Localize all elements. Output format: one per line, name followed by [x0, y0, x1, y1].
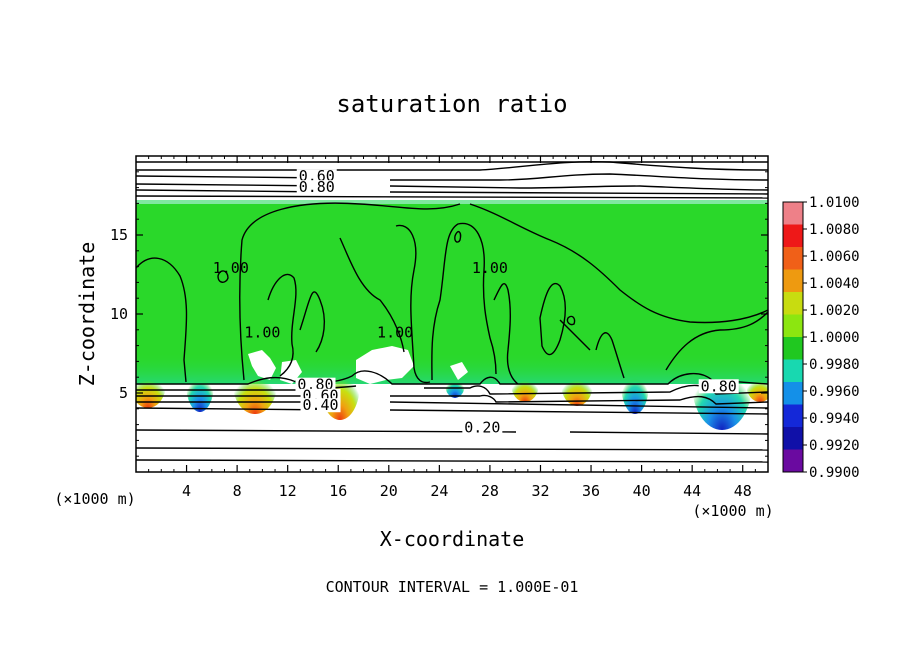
y-tick-label: 5	[119, 384, 128, 402]
x-tick-label: 8	[233, 482, 242, 500]
y-tick-label: 10	[110, 305, 128, 323]
x-axis: 4 8 12 16 20 24 28 32 36 40 44 48	[148, 156, 756, 500]
x-tick-label: 24	[430, 482, 448, 500]
y-axis: 5 10 15	[110, 171, 768, 457]
x-tick-label: 28	[481, 482, 499, 500]
plot-area: 0.600.801.001.00 1.001.000.800.600.400.20…	[136, 156, 768, 472]
contour-label-bg	[698, 379, 739, 394]
x-tick-label: 44	[683, 482, 701, 500]
colorbar-label: 0.9980	[809, 357, 860, 373]
x-unit-left: (×1000 m)	[54, 490, 135, 508]
contour-label: 1.00	[213, 259, 249, 277]
contour-label: 1.00	[377, 324, 413, 342]
contour-label: 0.40	[302, 396, 338, 414]
colorbar: 1.0100 1.0080 1.0060 1.0040 1.0020 1.0000 0.99…	[782, 195, 860, 481]
cloud-gap	[356, 346, 414, 384]
colorbar-swatch	[783, 449, 803, 473]
contour-label: 0.80	[299, 178, 335, 196]
colorbar-swatch	[783, 224, 803, 248]
colorbar-label: 1.0000	[809, 330, 860, 346]
contour-label-bg	[295, 377, 336, 392]
x-tick-label: 36	[582, 482, 600, 500]
colorbar-swatch	[783, 404, 803, 428]
contour-labels: 0.600.801.001.00 1.001.000.800.600.400.20…	[213, 167, 739, 436]
x-tick-label: 32	[531, 482, 549, 500]
saturation-contours	[136, 202, 768, 385]
colorbar-swatch	[783, 269, 803, 293]
y-tick-label: 15	[110, 226, 128, 244]
x-tick-label: 4	[182, 482, 191, 500]
x-unit-right: (×1000 m)	[692, 502, 773, 520]
x-tick-label: 20	[380, 482, 398, 500]
cloud-gap	[450, 362, 468, 380]
colorbar-swatch	[783, 382, 803, 405]
colorbar-label: 1.0100	[809, 195, 860, 211]
chart-title: saturation ratio	[336, 90, 567, 118]
contour-label: 0.20	[464, 418, 500, 436]
cloud-top-band	[136, 200, 768, 204]
contour-label-bg	[296, 169, 337, 184]
contour-label: 0.80	[701, 377, 737, 395]
colorbar-label: 0.9960	[809, 384, 860, 400]
colorbar-label: 1.0040	[809, 276, 860, 292]
contour-label: 1.00	[472, 259, 508, 277]
contour-label-bg	[296, 180, 337, 195]
x-tick-label: 48	[734, 482, 752, 500]
colorbar-label: 1.0080	[809, 222, 860, 238]
colorbar-swatch	[783, 247, 803, 270]
x-tick-label: 40	[633, 482, 651, 500]
y-axis-label: Z-coordinate	[75, 242, 99, 387]
contour-label-bg	[462, 420, 503, 435]
colorbar-swatch	[783, 314, 803, 338]
colorbar-label: 0.9900	[809, 465, 860, 481]
colorbar-swatch	[783, 359, 803, 383]
x-axis-label: X-coordinate	[380, 527, 525, 551]
colorbar-label: 0.9920	[809, 438, 860, 454]
colorbar-label: 0.9940	[809, 411, 860, 427]
colorbar-swatch	[783, 292, 803, 315]
cloud-gap	[248, 350, 276, 380]
contour-label-bg	[300, 398, 341, 413]
colorbar-swatch	[783, 337, 803, 360]
colorbar-swatch	[783, 427, 803, 450]
contour-interval-note: CONTOUR INTERVAL = 1.000E-01	[326, 578, 579, 596]
contour-label: 1.00	[244, 324, 280, 342]
x-tick-label: 12	[279, 482, 297, 500]
colorbar-swatch	[783, 202, 803, 225]
x-tick-label: 16	[329, 482, 347, 500]
colorbar-label: 1.0020	[809, 303, 860, 319]
colorbar-label: 1.0060	[809, 249, 860, 265]
